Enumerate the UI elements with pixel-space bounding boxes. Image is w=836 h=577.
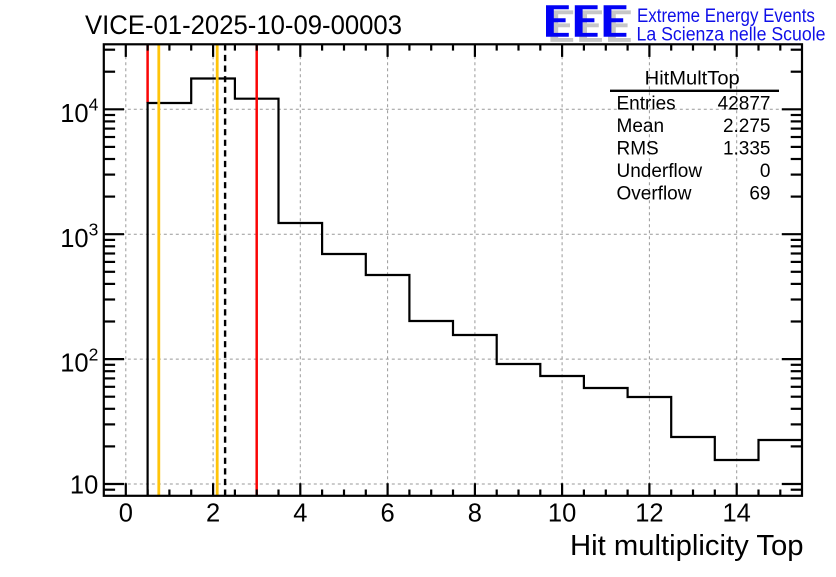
svg-text:12: 12 bbox=[635, 500, 663, 528]
svg-text:14: 14 bbox=[723, 500, 751, 528]
svg-text:Entries: Entries bbox=[617, 94, 676, 115]
svg-text:42877: 42877 bbox=[718, 94, 771, 115]
svg-text:8: 8 bbox=[468, 500, 482, 528]
svg-text:Hit multiplicity Top: Hit multiplicity Top bbox=[570, 530, 804, 562]
svg-text:Overflow: Overflow bbox=[617, 184, 692, 205]
svg-text:69: 69 bbox=[749, 184, 770, 205]
svg-text:La Scienza nelle Scuole: La Scienza nelle Scuole bbox=[637, 24, 826, 45]
svg-text:0: 0 bbox=[119, 500, 133, 528]
svg-text:2: 2 bbox=[206, 500, 220, 528]
svg-text:Underflow: Underflow bbox=[617, 161, 703, 182]
svg-text:HitMultTop: HitMultTop bbox=[645, 68, 740, 89]
svg-text:2.275: 2.275 bbox=[723, 116, 771, 137]
svg-text:VICE-01-2025-10-09-00003: VICE-01-2025-10-09-00003 bbox=[85, 10, 402, 40]
svg-text:10: 10 bbox=[70, 472, 98, 500]
svg-text:1.335: 1.335 bbox=[723, 139, 771, 160]
svg-text:4: 4 bbox=[293, 500, 307, 528]
svg-text:Mean: Mean bbox=[617, 116, 665, 137]
svg-text:RMS: RMS bbox=[617, 139, 659, 160]
svg-text:6: 6 bbox=[381, 500, 395, 528]
svg-text:0: 0 bbox=[760, 161, 771, 182]
svg-text:10: 10 bbox=[548, 500, 576, 528]
svg-text:Extreme Energy Events: Extreme Energy Events bbox=[637, 6, 815, 27]
